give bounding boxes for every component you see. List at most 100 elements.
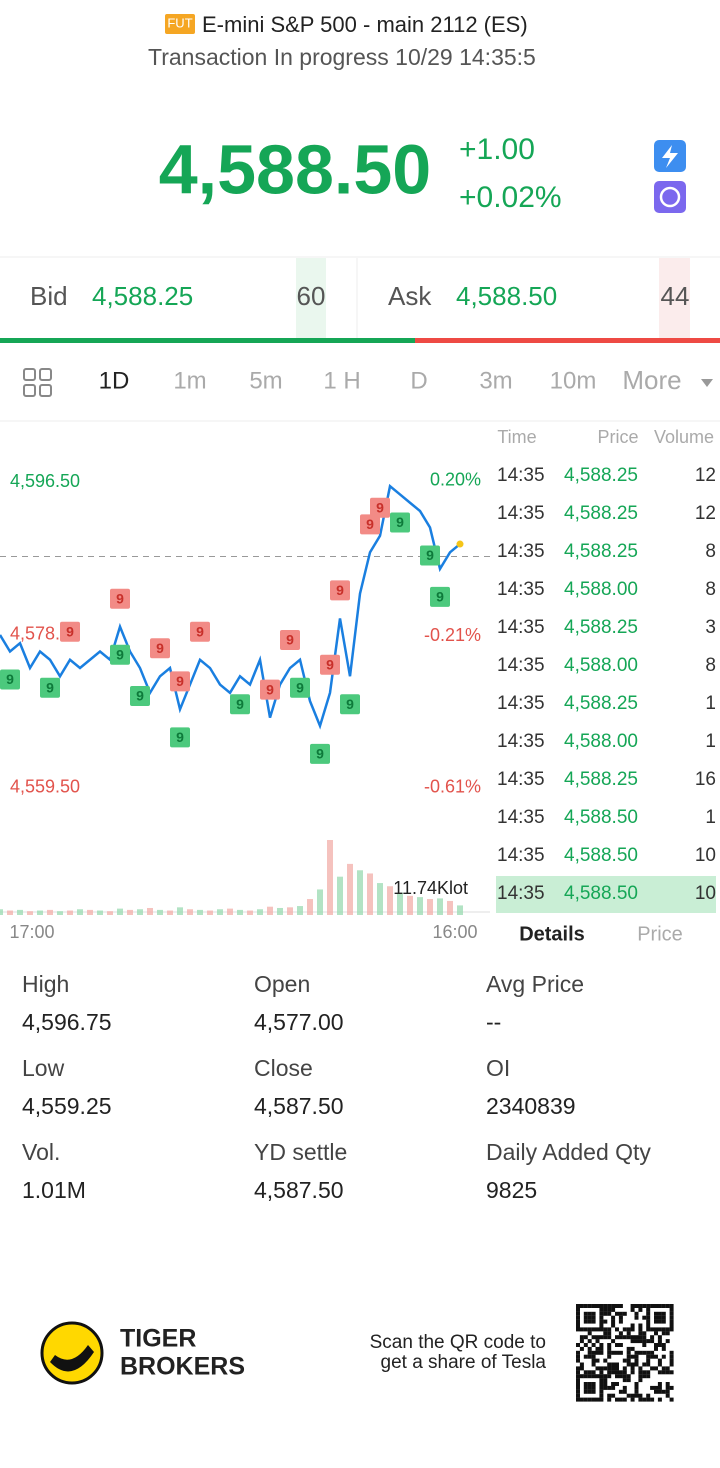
qr-cell: [611, 1385, 616, 1390]
qr-cell: [599, 1385, 604, 1390]
volume-bar: [17, 909, 23, 915]
layout-icon[interactable]: [23, 368, 52, 397]
volume-bar: [207, 910, 213, 915]
marker-label: 9: [156, 640, 164, 656]
price-line: [0, 483, 461, 730]
marker: [170, 727, 190, 748]
qr-cell: [630, 1354, 635, 1359]
tab[interactable]: 3m: [479, 367, 512, 394]
qr-cell: [576, 1311, 580, 1316]
marker: [230, 694, 250, 715]
tab[interactable]: 1m: [173, 367, 206, 394]
qr-cell: [583, 1335, 588, 1340]
qr-cell: [654, 1354, 658, 1359]
scan-text: get a share of Tesla: [381, 1352, 547, 1373]
qr-cell: [669, 1311, 674, 1316]
qr-cell: [611, 1362, 616, 1367]
qr-cell: [583, 1389, 588, 1394]
qr-cell: [607, 1397, 612, 1402]
marker-label: 9: [316, 746, 324, 762]
ask-size: 44: [661, 281, 690, 311]
qr-cell: [591, 1362, 596, 1367]
marker: [130, 686, 150, 707]
qr-cell: [579, 1346, 584, 1351]
qr-cell: [638, 1304, 643, 1308]
qr-cell: [611, 1315, 616, 1320]
qr-cell: [646, 1327, 651, 1332]
trade-volume: 10: [695, 883, 716, 904]
qr-cell: [591, 1350, 596, 1355]
qr-cell: [591, 1311, 596, 1316]
qr-cell: [634, 1311, 639, 1316]
qr-cell: [587, 1374, 592, 1379]
qr-cell: [634, 1315, 639, 1320]
qr-cell: [626, 1331, 631, 1336]
qr-cell: [579, 1366, 584, 1371]
tab[interactable]: More: [622, 365, 681, 395]
tab[interactable]: Details: [519, 923, 585, 945]
tab[interactable]: 5m: [249, 367, 282, 394]
qr-cell: [669, 1350, 674, 1355]
y2-tick-label: -0.21%: [424, 625, 481, 645]
qr-cell: [599, 1370, 604, 1375]
volume-bar: [427, 899, 433, 915]
trade-price: 4,588.25: [564, 465, 638, 486]
qr-cell: [661, 1331, 666, 1336]
qr-cell: [583, 1354, 588, 1359]
marker: [190, 621, 210, 642]
trade-volume: 10: [695, 845, 716, 866]
qr-cell: [587, 1331, 592, 1336]
qr-cell: [626, 1358, 631, 1363]
qr-cell: [634, 1389, 639, 1394]
volume-bar: [47, 909, 53, 915]
qr-cell: [587, 1350, 592, 1355]
qr-cell: [646, 1323, 651, 1328]
qr-cell: [611, 1339, 616, 1344]
tab[interactable]: 1D: [99, 367, 130, 394]
volume-bar: [197, 909, 203, 915]
tab[interactable]: 10m: [550, 367, 597, 394]
filter-icon[interactable]: [654, 181, 686, 213]
y2-tick-label: 0.20%: [430, 470, 481, 490]
qr-cell: [622, 1370, 627, 1375]
logo: [40, 1321, 104, 1385]
marker-label: 9: [296, 679, 304, 695]
qr-cell: [622, 1366, 627, 1371]
marker: [390, 512, 410, 533]
qr-cell: [657, 1397, 662, 1402]
qr-cell: [657, 1343, 662, 1347]
qr-cell: [646, 1374, 651, 1379]
marker: [290, 677, 310, 698]
marker-label: 9: [116, 590, 124, 606]
qr-cell: [587, 1397, 592, 1402]
qr-cell: [642, 1331, 647, 1336]
volume-bar: [357, 870, 363, 915]
ask-label: Ask: [388, 281, 432, 311]
qr-cell: [615, 1311, 619, 1316]
trade-volume: 1: [705, 731, 716, 752]
qr-cell: [638, 1339, 643, 1344]
qr-cell: [615, 1397, 619, 1402]
qr-cell: [634, 1339, 639, 1344]
volume-bar: [167, 910, 173, 915]
qr-cell: [603, 1304, 608, 1308]
qr-cell: [591, 1354, 596, 1359]
qr-cell: [638, 1370, 643, 1375]
volume-bar: [277, 907, 283, 915]
tab[interactable]: 1 H: [323, 367, 360, 394]
qr-cell: [661, 1304, 666, 1308]
bid-bar: [0, 338, 415, 343]
qr-cell: [646, 1358, 651, 1363]
ask-bar: [415, 338, 720, 343]
qr-cell: [661, 1319, 666, 1324]
qr-cell: [579, 1362, 584, 1367]
qr-cell: [618, 1374, 623, 1379]
marker-label: 9: [436, 589, 444, 605]
tab[interactable]: D: [410, 367, 427, 394]
qr-cell: [583, 1304, 588, 1308]
marker-label: 9: [196, 623, 204, 639]
tab[interactable]: Price: [637, 923, 683, 945]
change-pct: +0.02%: [459, 181, 562, 214]
trade-price: 4,588.50: [564, 807, 638, 828]
qr-cell: [661, 1343, 666, 1347]
